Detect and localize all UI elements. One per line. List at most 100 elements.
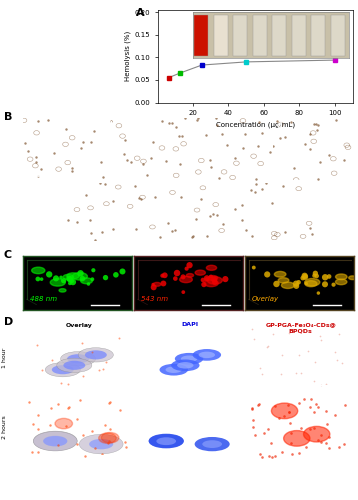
- Point: [239, 200, 245, 208]
- Point: [180, 288, 186, 296]
- Circle shape: [305, 280, 317, 286]
- Point: [309, 230, 315, 238]
- Point: [311, 424, 316, 432]
- Point: [140, 160, 146, 168]
- Point: [150, 138, 156, 146]
- Ellipse shape: [45, 362, 80, 377]
- Point: [303, 443, 309, 451]
- Point: [318, 432, 324, 440]
- Point: [55, 441, 61, 449]
- Point: [210, 210, 216, 218]
- Point: [63, 422, 69, 430]
- Point: [203, 132, 209, 140]
- Point: [279, 448, 285, 456]
- Circle shape: [304, 426, 330, 442]
- Circle shape: [32, 267, 45, 274]
- Point: [313, 400, 319, 408]
- Circle shape: [271, 403, 298, 418]
- Point: [204, 232, 209, 240]
- Ellipse shape: [156, 438, 176, 445]
- Circle shape: [153, 282, 161, 286]
- Point: [279, 350, 284, 358]
- Point: [207, 212, 213, 220]
- Point: [267, 148, 273, 156]
- Text: d: d: [276, 121, 282, 130]
- Point: [303, 140, 308, 148]
- Point: [128, 158, 134, 166]
- Point: [214, 211, 219, 219]
- Circle shape: [81, 278, 92, 284]
- Point: [324, 380, 329, 388]
- Point: [258, 130, 264, 138]
- Point: [288, 440, 294, 448]
- Point: [33, 153, 39, 161]
- Circle shape: [335, 274, 347, 280]
- Ellipse shape: [193, 349, 221, 360]
- Point: [287, 419, 293, 427]
- Point: [91, 127, 97, 135]
- Point: [252, 430, 257, 438]
- Point: [204, 275, 210, 283]
- Point: [98, 158, 104, 166]
- Point: [195, 114, 200, 122]
- Point: [90, 275, 95, 283]
- Point: [46, 270, 52, 278]
- Point: [249, 326, 255, 334]
- Point: [280, 182, 286, 190]
- Point: [304, 280, 309, 287]
- Ellipse shape: [160, 364, 188, 376]
- Point: [271, 142, 276, 150]
- Ellipse shape: [149, 434, 184, 448]
- Point: [259, 452, 265, 460]
- Point: [289, 429, 294, 437]
- Point: [232, 205, 238, 213]
- Point: [214, 121, 220, 129]
- Point: [333, 116, 339, 124]
- Point: [308, 395, 314, 403]
- Circle shape: [204, 280, 218, 286]
- Point: [299, 424, 304, 432]
- Point: [69, 164, 75, 172]
- Point: [302, 272, 308, 280]
- Point: [87, 216, 93, 224]
- Point: [67, 280, 73, 287]
- Circle shape: [50, 278, 65, 286]
- Point: [270, 330, 276, 338]
- Ellipse shape: [61, 352, 96, 366]
- Point: [122, 438, 128, 446]
- Circle shape: [278, 278, 289, 283]
- Point: [74, 440, 80, 448]
- Point: [319, 336, 324, 344]
- Point: [53, 274, 59, 282]
- Point: [66, 216, 71, 224]
- Point: [169, 228, 175, 235]
- Point: [272, 402, 278, 410]
- Ellipse shape: [63, 361, 85, 370]
- Point: [307, 403, 313, 411]
- Circle shape: [195, 270, 205, 275]
- Point: [82, 452, 87, 460]
- Ellipse shape: [33, 431, 77, 450]
- Y-axis label: Hemolysis (%): Hemolysis (%): [125, 31, 131, 82]
- Point: [78, 144, 84, 152]
- Point: [48, 404, 53, 412]
- Point: [250, 232, 255, 239]
- Point: [250, 423, 256, 431]
- Point: [58, 380, 64, 388]
- Point: [311, 272, 317, 280]
- Point: [187, 261, 192, 269]
- Point: [322, 280, 328, 288]
- Point: [300, 274, 306, 282]
- Point: [323, 439, 329, 447]
- Point: [324, 420, 330, 428]
- Point: [291, 164, 297, 172]
- Point: [285, 401, 291, 409]
- Point: [38, 166, 44, 173]
- Point: [221, 220, 226, 228]
- Point: [264, 343, 270, 351]
- Point: [322, 274, 328, 281]
- Point: [239, 272, 245, 280]
- Point: [311, 120, 317, 128]
- Point: [331, 280, 337, 288]
- Point: [35, 116, 41, 124]
